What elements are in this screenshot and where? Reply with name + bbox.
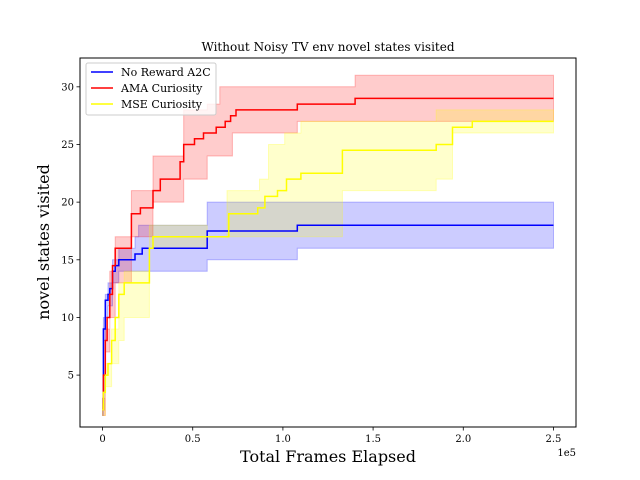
- x-axis-label: Total Frames Elapsed: [240, 447, 416, 466]
- legend-box: [85, 62, 217, 116]
- y-axis-label: novel states visited: [34, 164, 53, 320]
- x-tick-label: 1.5: [365, 434, 381, 445]
- chart-title: Without Noisy TV env novel states visite…: [201, 40, 454, 54]
- y-tick-label: 15: [61, 255, 74, 266]
- y-tick-label: 10: [61, 313, 74, 324]
- y-tick-label: 30: [61, 82, 74, 93]
- x-axis-ticks: 0 0.5 1.0 1.5 2.0 2.5: [99, 427, 561, 445]
- x-tick-label: 1.0: [275, 434, 291, 445]
- plot-frame: [79, 57, 577, 428]
- y-axis-ticks: 5 10 15 20 25 30: [61, 82, 80, 382]
- series-line-1: [102, 97, 554, 411]
- legend: No Reward A2C AMA Curiosity MSE Curiosity: [85, 62, 217, 116]
- x-tick-label: 0.5: [185, 434, 201, 445]
- x-tick-label: 2.0: [455, 434, 471, 445]
- x-tick-label: 2.5: [546, 434, 562, 445]
- y-tick-label: 5: [68, 371, 74, 382]
- x-tick-label: 0: [99, 434, 105, 445]
- confidence-bands: [102, 74, 554, 416]
- x-offset-text: 1e5: [557, 448, 576, 459]
- series-band-2: [102, 109, 554, 416]
- series-line-2: [102, 120, 554, 411]
- legend-label: AMA Curiosity: [120, 82, 203, 95]
- y-tick-label: 25: [61, 140, 74, 151]
- legend-label: MSE Curiosity: [121, 98, 203, 111]
- series-lines: [102, 97, 554, 411]
- legend-label: No Reward A2C: [121, 66, 211, 79]
- y-tick-label: 20: [61, 198, 74, 209]
